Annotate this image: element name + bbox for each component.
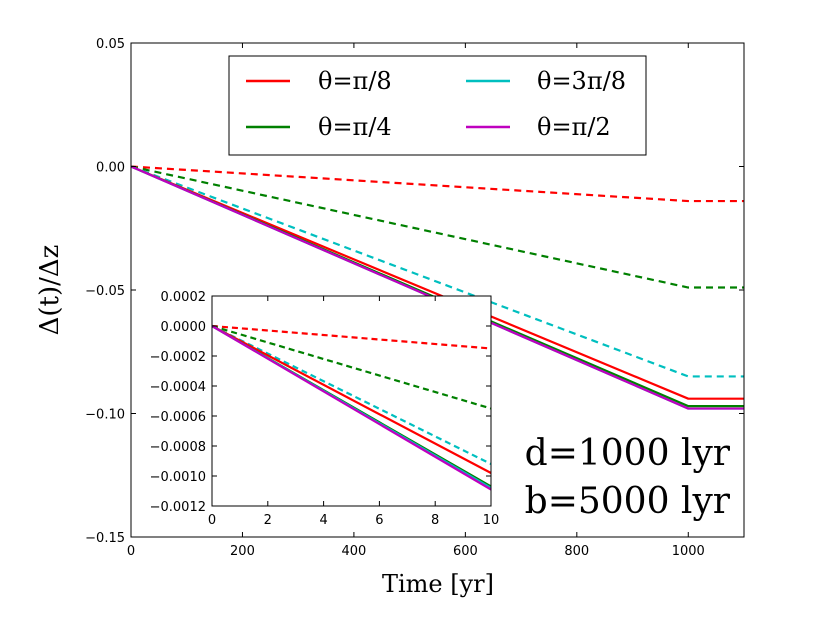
annotation-distance: d=1000 lyr [525,433,731,474]
main-x-tick-label: 200 [230,544,255,559]
inset-background [212,296,491,506]
legend-label-pi-8: θ=π/8 [318,67,392,95]
x-axis-label: Time [yr] [382,570,494,598]
main-x-tick-label: 0 [127,544,135,559]
inset-y-tick-label: −0.0008 [150,440,206,455]
inset-x-tick-label: 0 [208,513,216,528]
main-x-tick-label: 1000 [672,544,705,559]
inset-series-theta-pi-8-dashed [211,324,492,350]
inset-series-theta-pi-2-solid [211,325,492,491]
main-series-theta-pi-8-dashed [130,165,744,203]
main-x-tick-label: 600 [453,544,478,559]
inset-y-tick-label: −0.0006 [150,410,206,425]
main-series-theta-pi-4-dashed [130,165,744,289]
inset-x-tick-label: 6 [375,513,383,528]
inset-y-tick-label: −0.0012 [150,500,206,515]
inset-series-theta-pi-8-solid [211,325,492,474]
inset-x-tick-label: 10 [483,513,500,528]
inset-y-tick-label: −0.0010 [150,470,206,485]
inset-x-tick-label: 2 [264,513,272,528]
main-series-theta-pi-2-solid [130,165,744,410]
inset-plot-frame [211,295,492,507]
inset-x-tick-label: 8 [431,513,439,528]
legend-box [228,55,647,156]
main-plot-lines [130,165,744,410]
main-y-tick-label: −0.05 [85,284,125,299]
main-x-tick-label: 800 [564,544,589,559]
main-series-theta-pi-8-solid [130,165,744,400]
main-y-tick-label: 0.05 [96,37,125,52]
inset-y-tick-label: −0.0002 [150,350,206,365]
legend-label-3pi-8: θ=3π/8 [537,67,626,95]
y-axis-label: Δ(t)/Δz [35,245,65,336]
main-y-tick-label: −0.10 [85,408,125,423]
inset-x-tick-label: 4 [319,513,327,528]
inset-series-theta-pi-4-dashed [211,324,492,410]
legend-label-pi-2: θ=π/2 [537,113,611,141]
main-y-tick-label: −0.15 [85,531,125,546]
main-y-tick-label: 0.00 [96,161,125,176]
inset-y-tick-label: 0.0000 [161,320,207,335]
inset-series-theta-3pi-8-dashed [211,325,492,465]
annotation-impact-parameter: b=5000 lyr [525,481,731,522]
inset-plot-lines [211,324,492,491]
legend: θ=π/8 θ=3π/8 θ=π/4 θ=π/2 [228,55,647,156]
inset-y-tick-label: 0.0002 [161,290,207,305]
main-x-tick-label: 400 [341,544,366,559]
main-axis-ticks: 0 200 400 600 800 1000 0.05 0.00 −0.05 −0.10 −0.15 [85,37,744,559]
legend-label-pi-4: θ=π/4 [318,113,392,141]
main-series-theta-3pi-8-dashed [130,165,744,378]
inset-plot: 0 2 4 6 8 10 0.0002 0.0000 −0.0002 −0.0004 −0.0006… [150,290,500,528]
inset-y-tick-label: −0.0004 [150,380,206,395]
inset-axis-ticks: 0 2 4 6 8 10 0.0002 0.0000 −0.0002 −0.0004 −0.0006… [150,290,500,528]
